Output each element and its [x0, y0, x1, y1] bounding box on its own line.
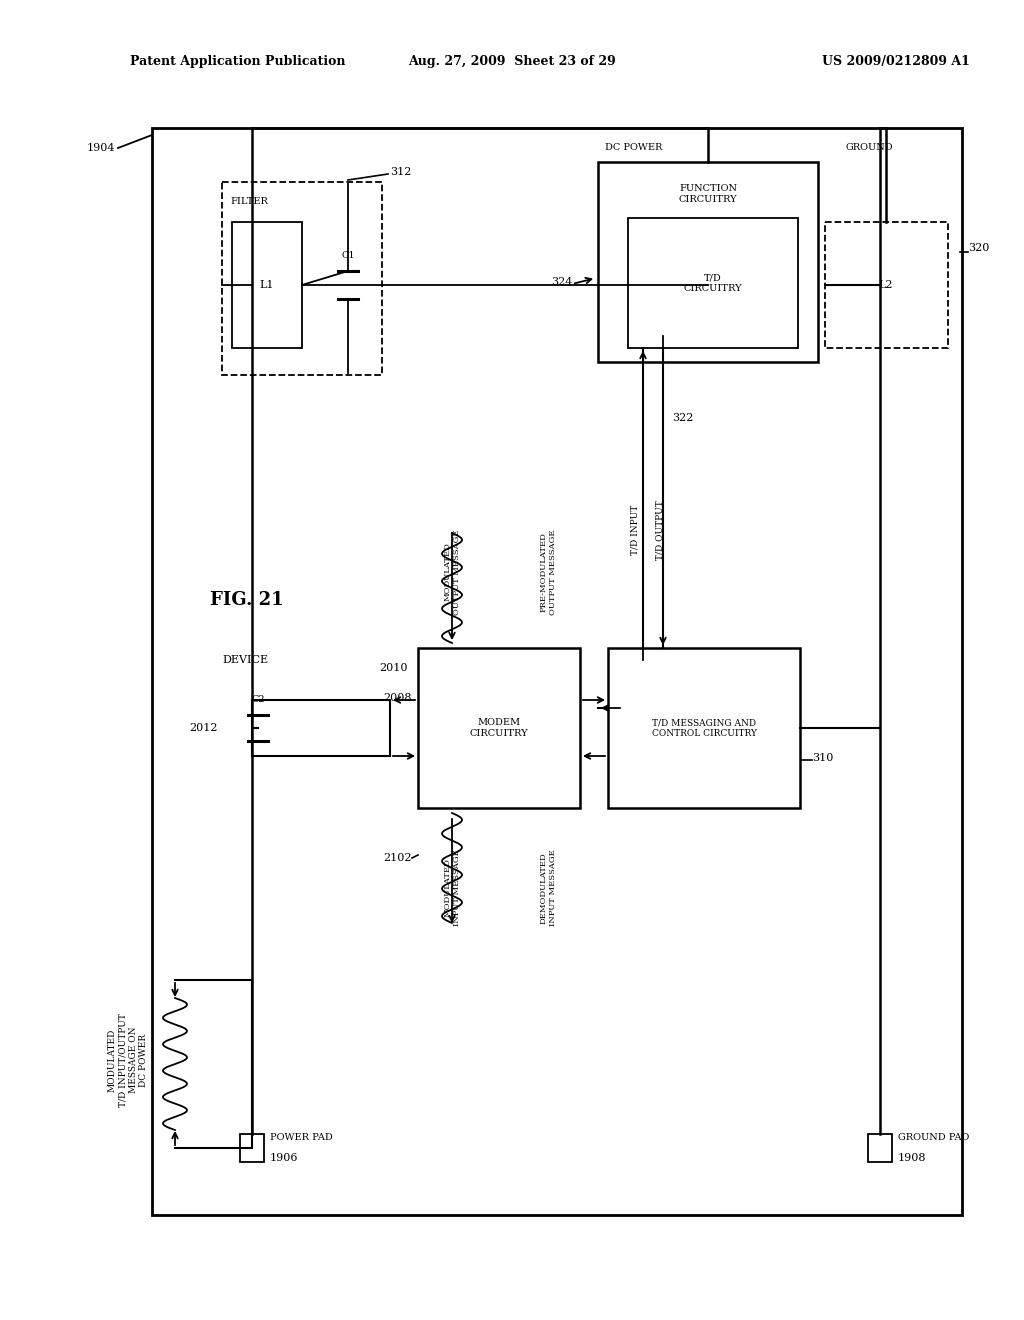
FancyBboxPatch shape	[418, 648, 580, 808]
Text: 1904: 1904	[86, 143, 115, 153]
Text: 2102: 2102	[384, 853, 412, 863]
Text: T/D MESSAGING AND
CONTROL CIRCUITRY: T/D MESSAGING AND CONTROL CIRCUITRY	[651, 718, 757, 738]
Text: MODEM
CIRCUITRY: MODEM CIRCUITRY	[470, 718, 528, 738]
Text: MODULATED
INPUT MESSAGE: MODULATED INPUT MESSAGE	[443, 850, 461, 927]
Text: T/D
CIRCUITRY: T/D CIRCUITRY	[684, 273, 742, 293]
FancyBboxPatch shape	[240, 1134, 264, 1162]
Text: C2: C2	[251, 696, 265, 705]
Text: Patent Application Publication: Patent Application Publication	[130, 55, 345, 69]
FancyBboxPatch shape	[825, 222, 948, 348]
Text: T/D OUTPUT: T/D OUTPUT	[655, 500, 665, 560]
Text: US 2009/0212809 A1: US 2009/0212809 A1	[822, 55, 970, 69]
Text: DEVICE: DEVICE	[222, 655, 268, 665]
Text: FUNCTION
CIRCUITRY: FUNCTION CIRCUITRY	[679, 185, 737, 203]
Text: DEMODULATED
INPUT MESSAGE: DEMODULATED INPUT MESSAGE	[540, 850, 557, 927]
FancyBboxPatch shape	[868, 1134, 892, 1162]
Text: Aug. 27, 2009  Sheet 23 of 29: Aug. 27, 2009 Sheet 23 of 29	[409, 55, 615, 69]
Text: PRE-MODULATED
OUTPUT MESSAGE: PRE-MODULATED OUTPUT MESSAGE	[540, 529, 557, 615]
Text: 324: 324	[551, 277, 572, 286]
Text: GROUND: GROUND	[845, 144, 893, 153]
Text: FILTER: FILTER	[230, 197, 268, 206]
Text: 2010: 2010	[380, 663, 408, 673]
Text: 1908: 1908	[898, 1152, 927, 1163]
Text: 312: 312	[390, 168, 412, 177]
Text: MODULATED
T/D INPUT/OUTPUT
MESSAGE ON
DC POWER: MODULATED T/D INPUT/OUTPUT MESSAGE ON DC…	[108, 1012, 148, 1107]
FancyBboxPatch shape	[628, 218, 798, 348]
Text: GROUND PAD: GROUND PAD	[898, 1134, 970, 1143]
Text: 322: 322	[672, 413, 693, 422]
Text: C1: C1	[341, 251, 354, 260]
Text: DC POWER: DC POWER	[605, 144, 663, 153]
Text: L1: L1	[260, 280, 274, 290]
Text: POWER PAD: POWER PAD	[270, 1134, 333, 1143]
FancyBboxPatch shape	[222, 182, 382, 375]
FancyBboxPatch shape	[232, 222, 302, 348]
Text: 2008: 2008	[384, 693, 412, 704]
Text: MODULATED
OUTPUT MESSAGE: MODULATED OUTPUT MESSAGE	[443, 529, 461, 615]
Text: 1906: 1906	[270, 1152, 299, 1163]
Text: 320: 320	[968, 243, 989, 253]
Text: 310: 310	[812, 752, 834, 763]
FancyBboxPatch shape	[152, 128, 962, 1214]
FancyBboxPatch shape	[598, 162, 818, 362]
Text: FIG. 21: FIG. 21	[210, 591, 284, 609]
Text: 2012: 2012	[189, 723, 218, 733]
Text: L2: L2	[879, 280, 893, 290]
FancyBboxPatch shape	[608, 648, 800, 808]
Text: T/D INPUT: T/D INPUT	[631, 504, 640, 556]
